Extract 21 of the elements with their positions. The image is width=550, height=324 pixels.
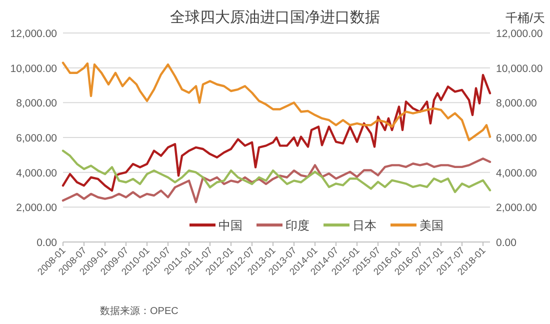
y2-tick-label: 6,000.00 [496, 132, 538, 144]
y2-tick-label: 12,000.00 [496, 28, 543, 40]
y-tick-label: 0.00 [36, 237, 58, 249]
y-tick-label: 12,000.00 [10, 28, 58, 40]
y2-tick-label: 8,000.00 [496, 98, 538, 110]
y-tick-label: 2,000.00 [16, 202, 58, 214]
y-tick-label: 6,000.00 [16, 132, 58, 144]
y2-tick-label: 10,000.00 [496, 62, 543, 75]
legend-label: 中国 [218, 218, 242, 232]
y-tick-label: 4,000.00 [16, 167, 58, 180]
y2-tick-label: 2,000.00 [496, 202, 538, 214]
y2-tick-label: 4,000.00 [496, 167, 538, 180]
chart-title: 全球四大原油进口国净进口数据 [170, 9, 380, 26]
y-tick-label: 10,000.00 [10, 62, 58, 75]
y2-axis-title: 千桶/天 [506, 11, 545, 25]
source-note: 数据来源：OPEC [100, 305, 178, 317]
y2-tick-label: 0.00 [496, 237, 517, 249]
y-tick-label: 8,000.00 [16, 98, 58, 110]
legend-label: 日本 [352, 218, 376, 232]
legend-label: 美国 [420, 218, 444, 232]
legend-label: 印度 [286, 218, 310, 232]
